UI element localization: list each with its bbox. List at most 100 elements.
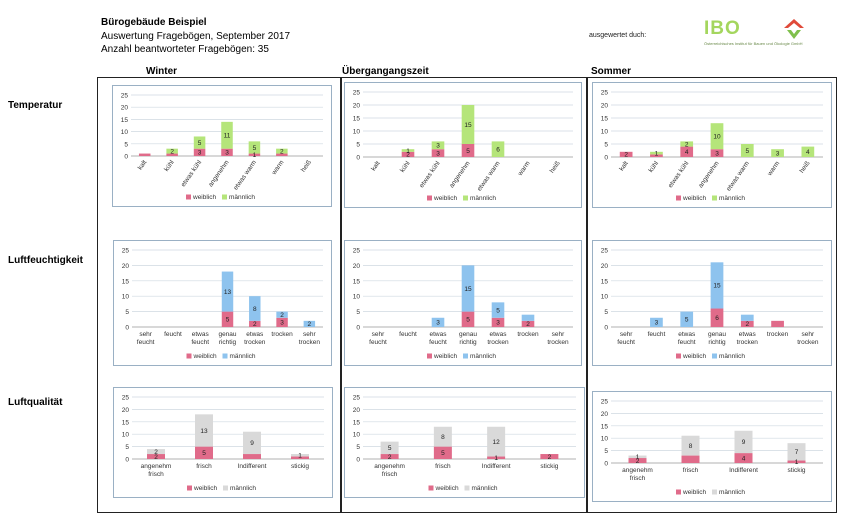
y-tick-label: 10: [122, 294, 130, 301]
bar-weiblich: [147, 454, 165, 459]
bar-maennlich: [710, 262, 724, 309]
bar-maennlich: [401, 149, 415, 152]
data-label-weiblich: 5: [226, 317, 230, 324]
legend-swatch-weiblich: [676, 353, 681, 359]
x-tick-label: warm: [766, 160, 781, 178]
frame-winter: [97, 77, 341, 513]
bar-maennlich: [740, 144, 754, 157]
chart-air-quality-winter: 0 5 10 15 20 25 2 2 angenehm frisch 5 13 frisch 9 Indi…: [113, 387, 333, 498]
bar-weiblich: [680, 146, 694, 157]
bar-weiblich: [249, 320, 261, 327]
bar-weiblich: [221, 311, 234, 327]
bar-weiblich: [193, 148, 206, 156]
x-tick-label: stickig: [540, 463, 558, 470]
x-tick-label: Indifferent: [238, 463, 267, 470]
bar-maennlich: [734, 430, 753, 454]
chart-air-quality-summer: 0 5 10 15 20 25 2 1 angenehm frisch 8 frisch 4 9 Indif…: [592, 391, 832, 502]
data-label-maennlich: 11: [224, 133, 231, 140]
bar-maennlich: [291, 454, 309, 457]
house-logo-icon: [784, 19, 804, 39]
y-tick-label: 25: [353, 395, 361, 402]
y-tick-label: 5: [356, 142, 360, 149]
chart-svg-temperature-transition: 0 5 10 15 20 25 kalt 21 kühl 33 etwas kühl 5 15 angen…: [353, 90, 573, 202]
y-tick-label: 0: [604, 461, 608, 468]
x-tick-label: Indifferent: [729, 467, 758, 474]
bar-maennlich: [461, 105, 475, 144]
y-tick-label: 15: [601, 278, 609, 285]
bar-maennlich: [380, 441, 399, 455]
data-label-weiblich: 6: [715, 315, 719, 322]
data-label-maennlich: 1: [298, 453, 302, 460]
bar-weiblich: [433, 446, 452, 459]
x-tick-label: sehr feucht: [137, 331, 155, 346]
y-tick-label: 25: [353, 248, 361, 255]
data-label-weiblich: 3: [715, 150, 719, 157]
y-tick-label: 20: [601, 263, 609, 270]
legend-label-maennlich: männlich: [719, 489, 745, 496]
bar-weiblich: [628, 458, 647, 463]
data-label-maennlich: 3: [655, 320, 659, 327]
x-tick-label: feucht: [648, 331, 666, 338]
x-tick-label: sehr trocken: [547, 331, 569, 346]
legend-label-maennlich: männlich: [719, 353, 745, 360]
legend-label-maennlich: männlich: [470, 195, 496, 202]
legend-swatch-maennlich: [222, 353, 228, 359]
legend-swatch-weiblich: [186, 194, 191, 200]
data-label-maennlich: 7: [795, 449, 799, 456]
data-label-weiblich: 5: [466, 317, 470, 324]
data-label-weiblich: 2: [406, 152, 410, 159]
data-label-maennlich: 6: [496, 147, 500, 154]
y-tick-label: 25: [601, 399, 609, 406]
data-label-maennlich: 2: [308, 321, 312, 328]
chart-svg-humidity-summer: 0 5 10 15 20 25 sehr feucht 3 feucht 5 etwas feucht 6…: [601, 248, 823, 360]
x-tick-label: etwas kühl: [418, 160, 442, 190]
bar-maennlich: [195, 414, 213, 447]
bar-weiblich: [248, 153, 261, 156]
bar-weiblich: [734, 453, 753, 463]
data-label-weiblich: 2: [548, 454, 552, 461]
data-label-weiblich: 4: [685, 149, 689, 156]
bar-maennlich: [681, 435, 700, 456]
data-label-weiblich: 2: [388, 454, 392, 461]
legend-swatch-maennlich: [712, 195, 717, 201]
bar-weiblich: [540, 454, 559, 459]
y-tick-label: 0: [604, 325, 608, 332]
y-tick-label: 20: [122, 407, 130, 414]
bar-weiblich: [276, 317, 288, 327]
x-tick-label: genau richtig: [459, 331, 477, 346]
data-label-weiblich: 3: [280, 320, 284, 327]
y-tick-label: 10: [121, 129, 129, 136]
y-tick-label: 10: [601, 294, 609, 301]
x-tick-label: kalt: [618, 160, 630, 172]
bar-weiblich: [243, 454, 261, 459]
x-tick-label: genau richtig: [708, 331, 726, 346]
chart-humidity-winter: 0 5 10 15 20 25 sehr feucht feucht etwas feucht 5 13…: [113, 240, 332, 366]
chart-humidity-summer: 0 5 10 15 20 25 sehr feucht 3 feucht 5 etwas feucht 6…: [592, 240, 832, 366]
y-tick-label: 5: [604, 309, 608, 316]
bar-maennlich: [680, 311, 694, 327]
chart-humidity-transition: 0 5 10 15 20 25 sehr feucht feucht 3 etwas feucht 5 1…: [344, 240, 582, 366]
x-tick-label: heiß: [300, 159, 313, 173]
data-label-maennlich: 15: [464, 122, 472, 129]
x-tick-label: etwas trocken: [487, 331, 509, 346]
bar-maennlich: [166, 148, 178, 154]
y-tick-label: 5: [125, 444, 129, 451]
y-tick-label: 0: [125, 325, 129, 332]
data-label-maennlich: 5: [198, 140, 202, 147]
legend-swatch-maennlich: [463, 195, 468, 201]
chart-temperature-winter: 0 5 10 15 20 25 kalt 2 kühl 3 5 etwas kühl 3 11 angene…: [112, 85, 332, 207]
data-label-maennlich: 3: [776, 150, 780, 157]
season-title-winter: Winter: [146, 66, 178, 77]
x-tick-label: trocken: [271, 331, 293, 338]
data-label-weiblich: 2: [636, 458, 640, 465]
legend-swatch-weiblich: [676, 489, 681, 495]
x-tick-label: etwas trocken: [244, 331, 266, 346]
y-tick-label: 15: [121, 117, 129, 124]
report-subtitle: Auswertung Fragebögen, September 2017: [101, 31, 291, 42]
chart-air-quality-transition: 0 5 10 15 20 25 2 5 angenehm frisch 5 8 frisch 1 12 Ind…: [344, 387, 585, 498]
y-tick-label: 5: [124, 141, 128, 148]
x-tick-label: sehr feucht: [369, 331, 387, 346]
row-label-air-quality: Luftqualität: [8, 397, 63, 408]
bar-weiblich: [771, 320, 784, 327]
